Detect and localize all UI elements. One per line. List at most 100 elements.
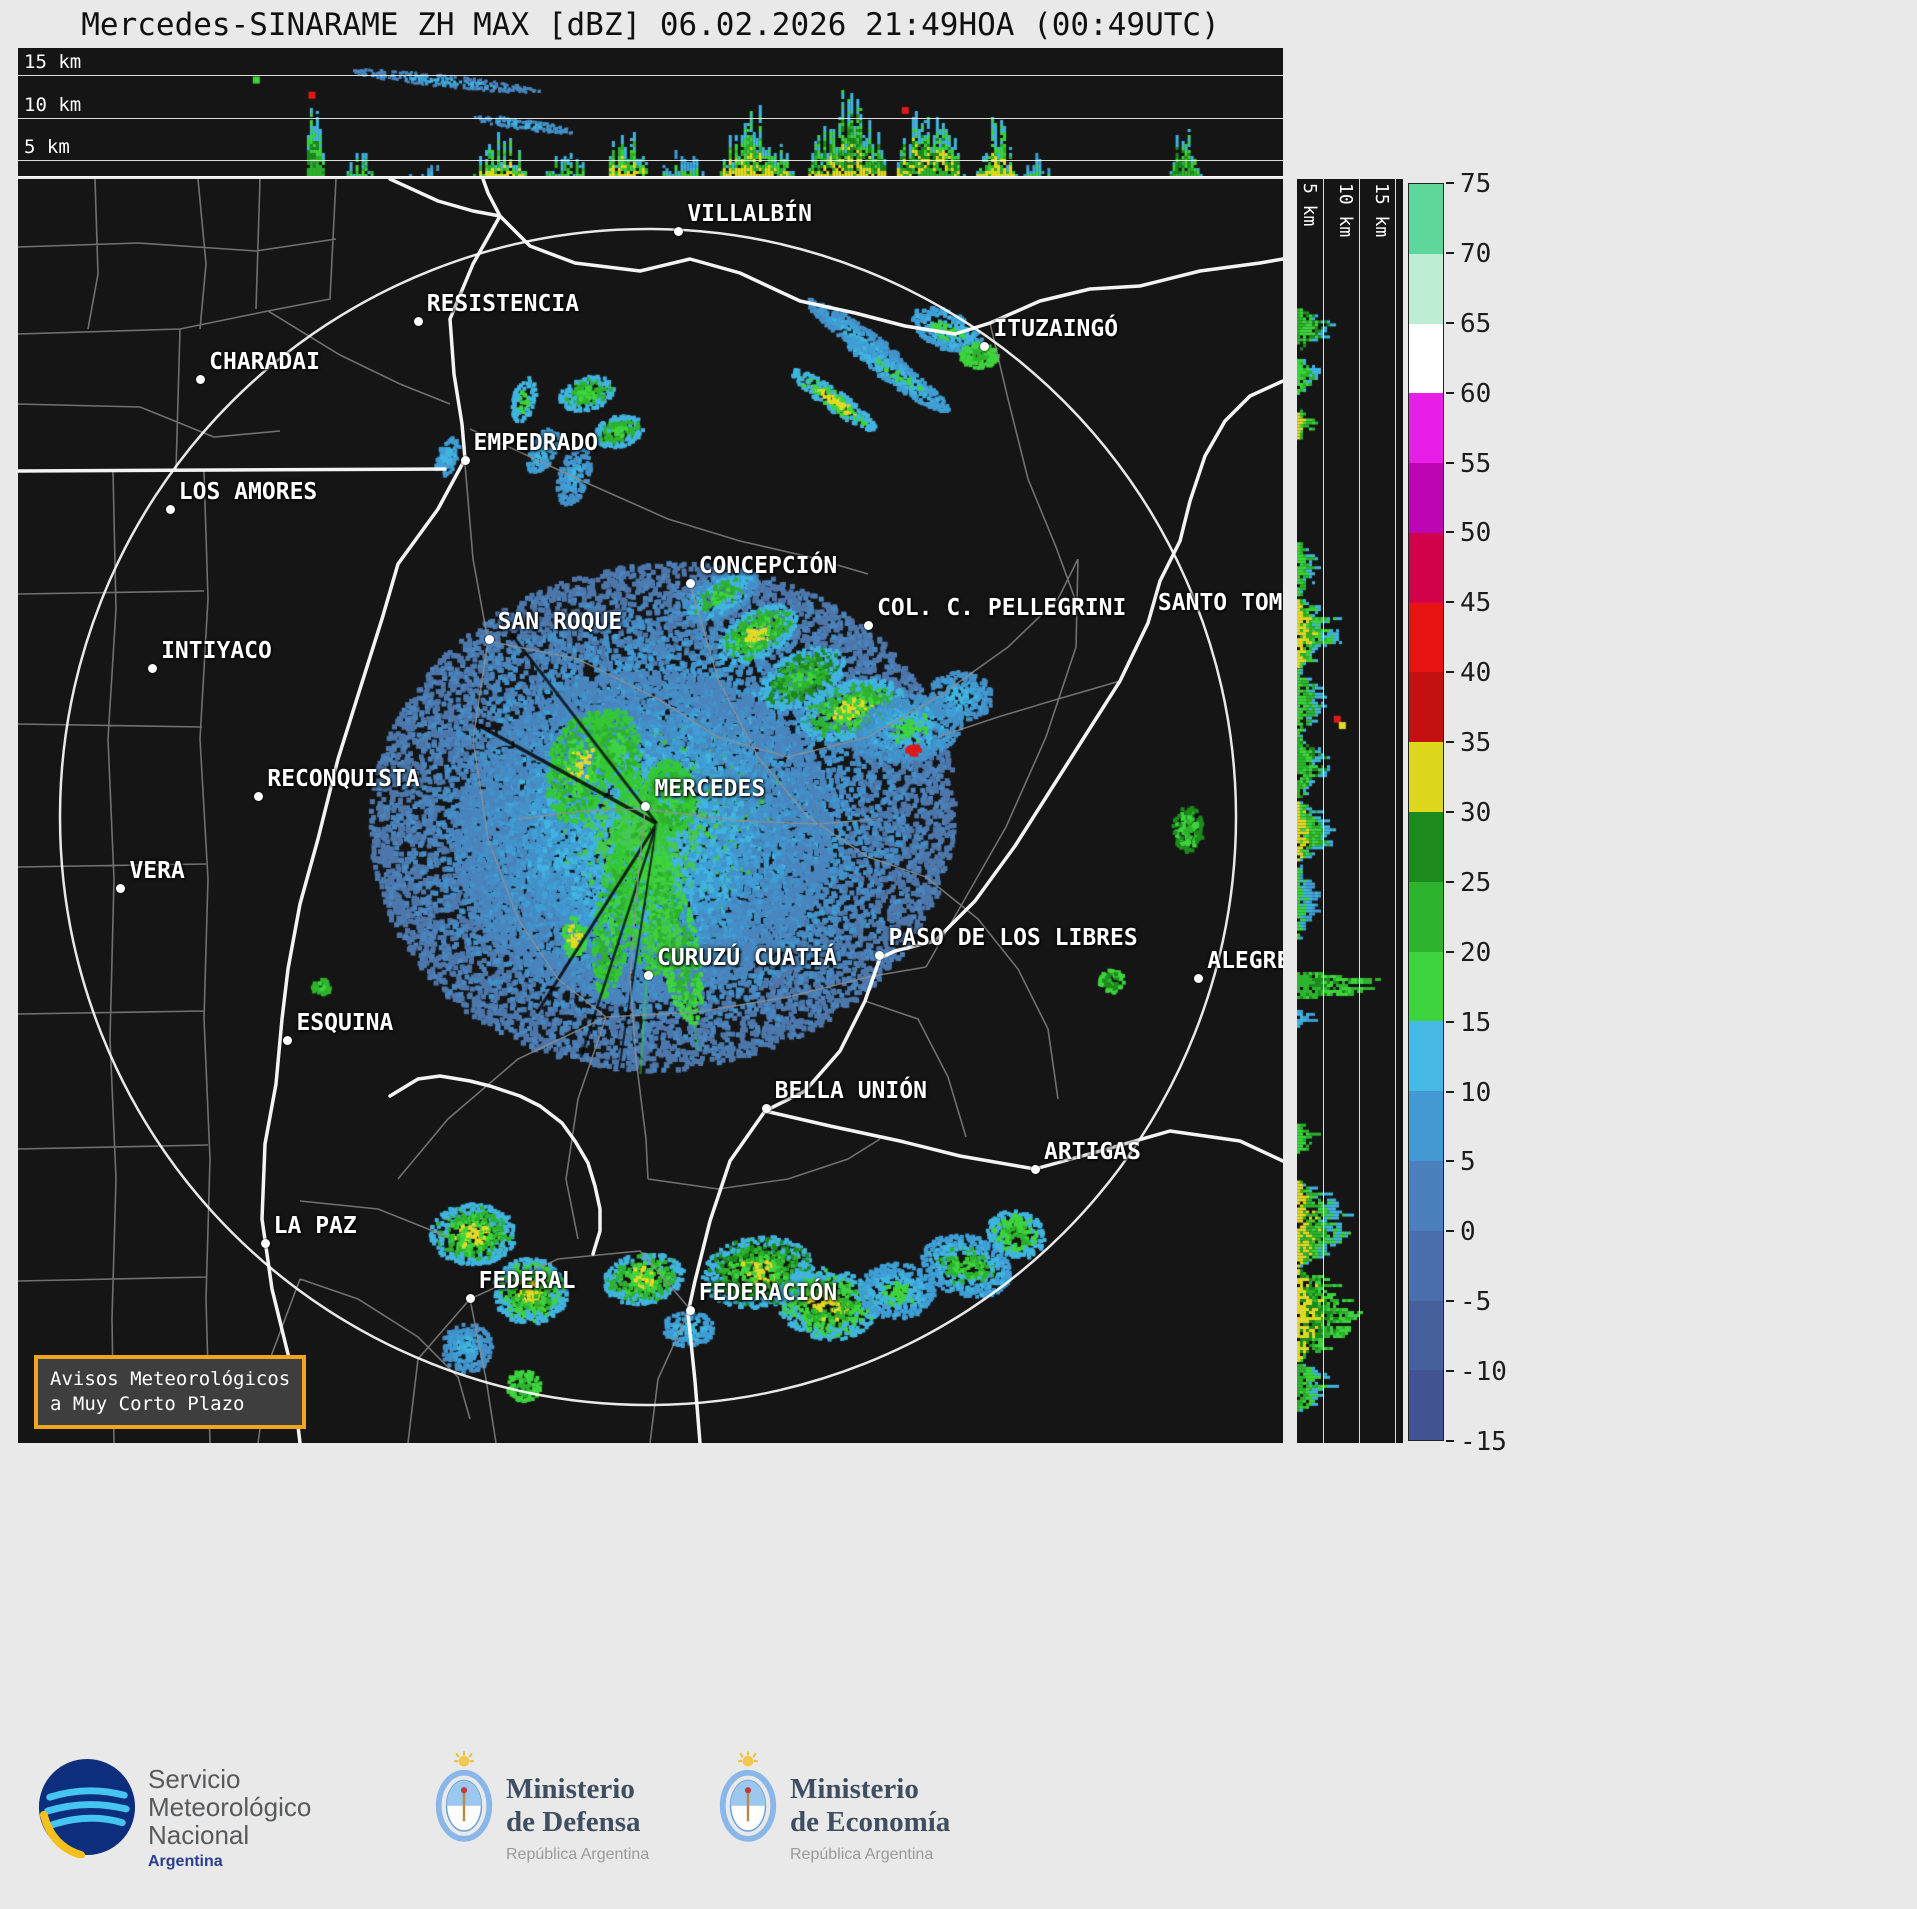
height-axis-label: 15 km bbox=[1371, 183, 1392, 238]
colorbar-segment bbox=[1409, 1091, 1443, 1161]
height-gridline-15km bbox=[18, 75, 1283, 76]
colorbar-tick-label: 30 bbox=[1460, 798, 1492, 828]
colorbar-tick-label: 60 bbox=[1460, 378, 1492, 409]
colorbar-tick bbox=[1446, 880, 1454, 883]
economia-line-2: de Economía bbox=[790, 1806, 951, 1838]
smn-wordmark: Servicio Meteorológico Nacional Argentin… bbox=[148, 1765, 311, 1871]
economia-line-3: República Argentina bbox=[790, 1846, 934, 1863]
height-gridline-10km-ns bbox=[1359, 179, 1360, 1443]
defensa-line-1: Ministerio bbox=[506, 1773, 635, 1805]
height-gridline-10km bbox=[18, 118, 1283, 119]
colorbar-tick-label: 50 bbox=[1460, 518, 1492, 549]
top-cross-section-panel: 15 km 10 km 5 km bbox=[18, 48, 1283, 177]
height-axis-label: 15 km bbox=[24, 51, 82, 73]
city-dot bbox=[980, 341, 990, 351]
ns-cross-section-canvas bbox=[1297, 179, 1403, 1443]
city-label: FEDERACIÓN bbox=[698, 1280, 838, 1307]
advisory-line-2: a Muy Corto Plazo bbox=[50, 1393, 245, 1415]
city-label: ESQUINA bbox=[296, 1009, 394, 1036]
colorbar-tick-label: -15 bbox=[1460, 1427, 1507, 1457]
product-title: Mercedes-SINARAME ZH MAX [dBZ] 06.02.202… bbox=[81, 7, 1220, 43]
smn-logo-icon bbox=[38, 1758, 136, 1858]
city-dot bbox=[413, 316, 423, 326]
colorbar-segment bbox=[1409, 881, 1443, 952]
height-axis-label: 10 km bbox=[1335, 183, 1356, 238]
smn-line-4: Argentina bbox=[148, 1853, 223, 1870]
colorbar-tick bbox=[1446, 1090, 1454, 1093]
city-label: MERCEDES bbox=[654, 775, 766, 802]
defensa-line-3: República Argentina bbox=[506, 1846, 650, 1863]
city-dot bbox=[116, 884, 126, 894]
city-dot bbox=[864, 621, 874, 631]
city-label: RESISTENCIA bbox=[426, 290, 580, 317]
city-label: ITUZAINGÓ bbox=[993, 315, 1119, 342]
colorbar-tick-label: 40 bbox=[1460, 658, 1492, 689]
colorbar-tick bbox=[1446, 251, 1454, 254]
city-dot bbox=[465, 1293, 475, 1303]
colorbar-tick-label: -5 bbox=[1460, 1287, 1492, 1318]
city-dot bbox=[761, 1104, 771, 1114]
colorbar-tick-label: 45 bbox=[1460, 588, 1492, 619]
height-gridline-15km-ns bbox=[1395, 179, 1396, 1443]
city-label: CHARADAI bbox=[209, 348, 320, 375]
defensa-wordmark: Ministerio de Defensa República Argentin… bbox=[506, 1773, 649, 1864]
colorbar-segment bbox=[1409, 463, 1443, 533]
colorbar-tick-label: 75 bbox=[1460, 169, 1492, 199]
colorbar-segment bbox=[1409, 1021, 1443, 1092]
colorbar-tick-label: 0 bbox=[1460, 1217, 1476, 1248]
defensa-line-2: de Defensa bbox=[506, 1806, 641, 1838]
colorbar-segment bbox=[1409, 532, 1443, 603]
colorbar-tick-label: 25 bbox=[1460, 867, 1492, 898]
colorbar-tick bbox=[1446, 1370, 1454, 1373]
colorbar-tick bbox=[1446, 671, 1454, 674]
city-dot bbox=[1194, 973, 1204, 983]
radar-echo-canvas bbox=[18, 179, 1283, 1443]
defensa-coat-of-arms-icon bbox=[435, 1751, 493, 1842]
city-label: CURUZÚ CUATIÁ bbox=[656, 945, 837, 972]
colorbar-tick bbox=[1446, 461, 1454, 464]
city-dot bbox=[674, 226, 684, 236]
advisory-box[interactable]: Avisos Meteorológicos a Muy Corto Plazo bbox=[34, 1355, 307, 1429]
colorbar-tick bbox=[1446, 391, 1454, 394]
city-dot bbox=[875, 951, 885, 961]
city-dot bbox=[283, 1035, 293, 1045]
city-label: LA PAZ bbox=[273, 1213, 357, 1240]
colorbar-tick-label: 55 bbox=[1460, 448, 1492, 479]
city-dot bbox=[254, 791, 264, 801]
colorbar-segment bbox=[1409, 1160, 1443, 1231]
smn-line-2: Meteorológico bbox=[148, 1792, 312, 1822]
colorbar-segment bbox=[1409, 1230, 1443, 1301]
colorbar-segment bbox=[1409, 672, 1443, 743]
city-dot bbox=[685, 1306, 695, 1316]
city-label: BELLA UNIÓN bbox=[774, 1078, 927, 1105]
advisory-line-1: Avisos Meteorológicos bbox=[50, 1368, 291, 1390]
city-label: ALEGRETE bbox=[1207, 947, 1283, 974]
smn-line-3: Nacional bbox=[148, 1820, 250, 1850]
city-label: SAN ROQUE bbox=[497, 609, 623, 636]
colorbar-tick bbox=[1446, 811, 1454, 813]
colorbar-segment bbox=[1409, 323, 1443, 394]
height-axis-label: 5 km bbox=[1299, 183, 1320, 227]
colorbar-segment bbox=[1409, 1370, 1443, 1441]
city-dot bbox=[165, 504, 175, 514]
city-dot bbox=[196, 374, 206, 384]
city-label: RECONQUISTA bbox=[267, 765, 420, 792]
colorbar-tick bbox=[1446, 321, 1454, 324]
city-dot bbox=[643, 971, 653, 981]
city-label: VERA bbox=[129, 858, 185, 885]
colorbar-tick-label: 70 bbox=[1460, 238, 1492, 269]
city-label: EMPEDRADO bbox=[473, 429, 599, 456]
city-dot bbox=[260, 1239, 270, 1249]
colorbar-labels: 75 70 65 60 55 50 45 40 35 30 25 20 15 10 5 0 -5 -10 -15 bbox=[1446, 169, 1536, 1457]
colorbar-tick-label: 15 bbox=[1460, 1007, 1492, 1038]
footer: Servicio Meteorológico Nacional Argentin… bbox=[0, 1443, 1917, 1909]
city-label: CONCEPCIÓN bbox=[698, 553, 838, 580]
city-dot bbox=[460, 455, 470, 465]
colorbar-tick-label: 35 bbox=[1460, 728, 1492, 759]
colorbar-tick bbox=[1446, 182, 1454, 184]
colorbar-tick bbox=[1446, 1160, 1454, 1163]
economia-coat-of-arms-icon bbox=[719, 1751, 777, 1842]
colorbar-tick-label: 10 bbox=[1460, 1077, 1492, 1108]
city-label: LOS AMORES bbox=[178, 478, 318, 505]
city-label: VILLALBÍN bbox=[687, 200, 812, 227]
